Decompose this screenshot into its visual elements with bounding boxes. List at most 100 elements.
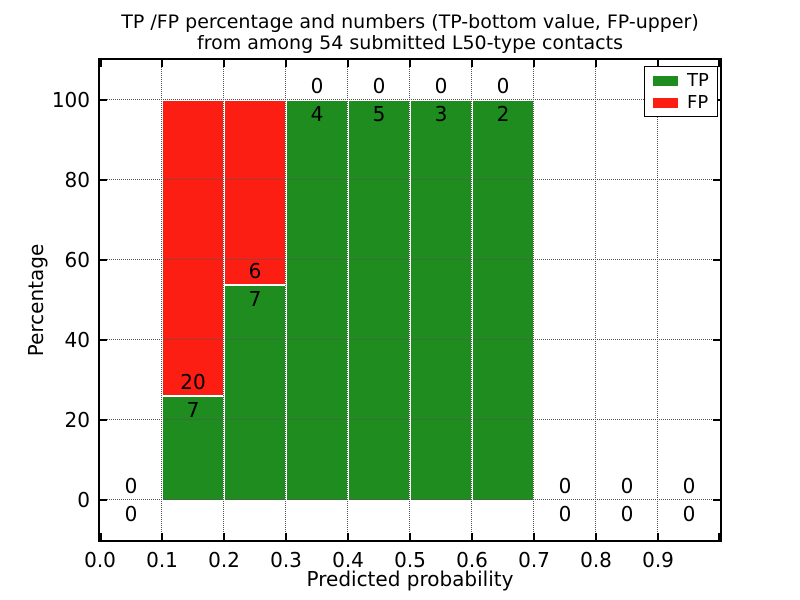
bar-tp-segment [162, 396, 224, 500]
x-tick-label: 0.5 [394, 548, 426, 572]
x-tick-label: 0.6 [456, 548, 488, 572]
gridline-vertical [285, 60, 286, 540]
gridline-vertical [409, 60, 410, 540]
y-tick-right [713, 499, 720, 501]
bar-tp-segment [472, 100, 534, 500]
x-tick-bottom [533, 533, 535, 540]
x-tick-top [409, 60, 411, 67]
fp-legend-swatch [653, 97, 678, 108]
gridline-vertical [223, 60, 224, 540]
gridline-vertical [533, 60, 534, 540]
tp-count-label: 0 [124, 502, 138, 526]
tp-count-label: 4 [310, 102, 324, 126]
x-tick-bottom [471, 533, 473, 540]
y-tick-label: 60 [64, 248, 90, 272]
x-tick-bottom [223, 533, 225, 540]
legend-label: TP [687, 70, 709, 91]
tp-count-label: 3 [434, 102, 448, 126]
tp-count-label: 5 [372, 102, 386, 126]
bar-fp-segment [162, 100, 224, 397]
y-tick-label: 20 [64, 408, 90, 432]
tp-count-label: 7 [186, 398, 200, 423]
gridline-horizontal [100, 259, 720, 260]
legend-label: FP [687, 92, 709, 113]
y-tick-left [100, 339, 107, 341]
fp-count-label: 0 [558, 474, 572, 498]
y-tick-label: 80 [64, 168, 90, 192]
x-tick-bottom [595, 533, 597, 540]
x-tick-bottom [409, 533, 411, 540]
y-tick-left [100, 259, 107, 261]
x-tick-label: 0.1 [146, 548, 178, 572]
x-tick-top [285, 60, 287, 67]
bar-fp-segment [224, 100, 286, 285]
chart-title-line1: TP /FP percentage and numbers (TP-bottom… [121, 11, 699, 33]
y-tick-right [713, 339, 720, 341]
fp-count-label: 0 [434, 74, 448, 98]
y-tick-label: 100 [51, 88, 90, 112]
gridline-horizontal [100, 179, 720, 180]
plot-area: 0 0 20 7 6 7 0 4 0 5 0 3 0 2 0 0 0 0 0 0 TP FP [98, 58, 722, 542]
gridline-horizontal [100, 339, 720, 340]
fp-count-label: 20 [180, 370, 206, 395]
bar-tp-segment [348, 100, 410, 500]
x-tick-bottom [285, 533, 287, 540]
gridline-vertical [657, 60, 658, 540]
x-tick-top [223, 60, 225, 67]
gridline-horizontal [100, 499, 720, 500]
gridline-horizontal [100, 419, 720, 420]
bar-tp-segment [410, 100, 472, 500]
tp-count-label: 0 [682, 502, 696, 526]
y-tick-left [100, 419, 107, 421]
y-tick-left [100, 499, 107, 501]
x-tick-top [100, 60, 102, 67]
x-tick-top [347, 60, 349, 67]
fp-count-label: 0 [496, 74, 510, 98]
x-tick-bottom [161, 533, 163, 540]
x-axis-label: Predicted probability [306, 567, 514, 591]
y-tick-right [713, 179, 720, 181]
x-tick-top [471, 60, 473, 67]
y-tick-label: 40 [64, 328, 90, 352]
gridline-vertical [161, 60, 162, 540]
x-tick-label: 0.8 [580, 548, 612, 572]
gridline-vertical [595, 60, 596, 540]
x-tick-bottom [718, 533, 720, 540]
x-tick-top [657, 60, 659, 67]
x-tick-bottom [347, 533, 349, 540]
chart-title: TP /FP percentage and numbers (TP-bottom… [100, 12, 720, 54]
x-tick-top [595, 60, 597, 67]
x-tick-top [718, 60, 720, 67]
tp-legend-swatch [653, 75, 678, 86]
x-tick-bottom [657, 533, 659, 540]
tp-count-label: 2 [496, 102, 510, 126]
legend-row: TP [653, 70, 709, 91]
x-tick-bottom [100, 533, 102, 540]
fp-count-label: 0 [372, 74, 386, 98]
bar-tp-segment [286, 100, 348, 500]
x-tick-label: 0.2 [208, 548, 240, 572]
tp-count-label: 7 [248, 286, 262, 311]
x-tick-label: 0.9 [642, 548, 674, 572]
gridline-horizontal [100, 99, 720, 100]
x-tick-top [533, 60, 535, 67]
legend-row: FP [653, 92, 709, 113]
gridline-vertical [471, 60, 472, 540]
y-tick-right [713, 259, 720, 261]
bar-tp-segment [224, 284, 286, 500]
tp-count-label: 0 [558, 502, 572, 526]
fp-count-label: 0 [620, 474, 634, 498]
x-tick-label: 0.7 [518, 548, 550, 572]
y-tick-left [100, 99, 107, 101]
x-tick-label: 0.3 [270, 548, 302, 572]
chart-title-line2: from among 54 submitted L50-type contact… [197, 32, 623, 54]
x-tick-label: 0.4 [332, 548, 364, 572]
fp-count-label: 0 [310, 74, 324, 98]
fp-count-label: 0 [682, 474, 696, 498]
gridline-vertical [347, 60, 348, 540]
x-tick-top [161, 60, 163, 67]
x-tick-label: 0.0 [84, 548, 116, 572]
tp-count-label: 0 [620, 502, 634, 526]
y-tick-left [100, 179, 107, 181]
